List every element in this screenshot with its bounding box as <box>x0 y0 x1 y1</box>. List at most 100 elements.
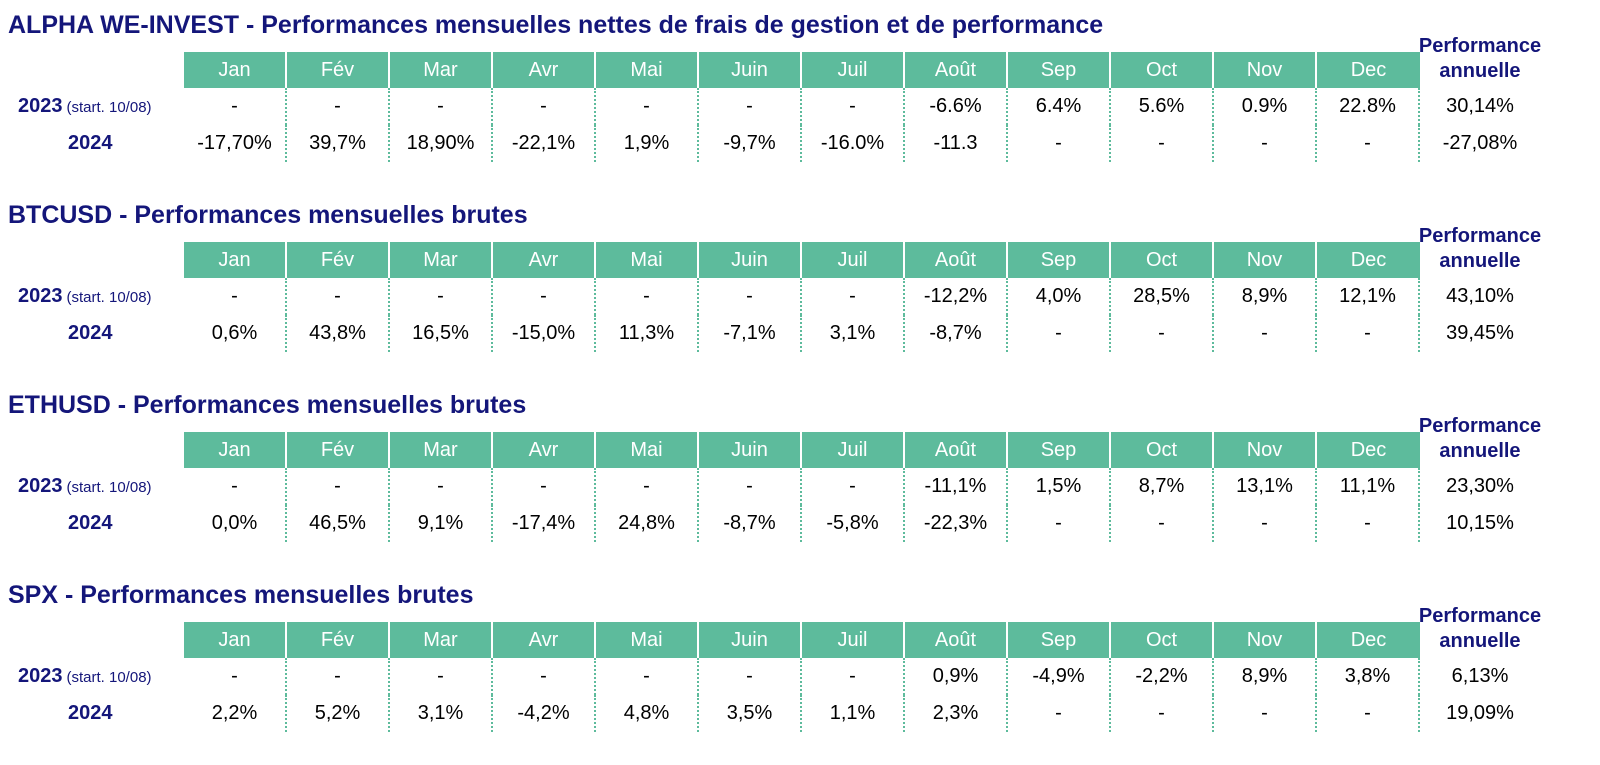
year-text: 2023 <box>18 285 63 307</box>
section-title: BTCUSD - Performances mensuelles brutes <box>8 201 528 229</box>
monthly-value-cell: 5,2% <box>287 695 390 732</box>
monthly-value-cell: -5,8% <box>802 505 905 542</box>
month-header-cell: Jan <box>184 52 287 88</box>
monthly-value-cell: -22,1% <box>493 125 596 162</box>
month-header-cell: Avr <box>493 52 596 88</box>
monthly-value-cell: 8,9% <box>1214 658 1317 695</box>
monthly-value-cell: 4,8% <box>596 695 699 732</box>
year-row: 2023 (start. 10/08) - - - - - - - -12,2% 4,0% 28,5%… <box>0 278 1600 315</box>
monthly-value-cell: - <box>1111 695 1214 732</box>
month-header-cell: Juin <box>699 432 802 468</box>
section-title: ALPHA WE-INVEST - Performances mensuelle… <box>8 11 1104 39</box>
month-header-cell: Juil <box>802 622 905 658</box>
month-header-cell: Juil <box>802 52 905 88</box>
annual-performance-header: Performance annuelle <box>1400 604 1560 654</box>
monthly-values: - - - - - - - -6.6% 6.4% 5.6% 0.9% 22.8% <box>184 88 1420 125</box>
monthly-value-cell: - <box>802 278 905 315</box>
month-header-cell: Avr <box>493 242 596 278</box>
start-date-note: (start. 10/08) <box>66 669 152 686</box>
monthly-value-cell: -6.6% <box>905 88 1008 125</box>
monthly-values: - - - - - - - -11,1% 1,5% 8,7% 13,1% 11,1% <box>184 468 1420 505</box>
monthly-value-cell: - <box>802 468 905 505</box>
monthly-value-cell: -4,2% <box>493 695 596 732</box>
monthly-value-cell: - <box>287 278 390 315</box>
monthly-value-cell: 3,8% <box>1317 658 1420 695</box>
month-header-cell: Fév <box>287 432 390 468</box>
monthly-value-cell: 39,7% <box>287 125 390 162</box>
monthly-value-cell: -11.3 <box>905 125 1008 162</box>
year-row: 2024 0,6% 43,8% 16,5% -15,0% 11,3% -7,1% 3,1% -8… <box>0 315 1600 352</box>
month-header-cell: Oct <box>1111 52 1214 88</box>
annual-performance-value: 30,14% <box>1446 95 1514 117</box>
month-header-cell: Août <box>905 242 1008 278</box>
annual-performance-value: 23,30% <box>1446 475 1514 497</box>
month-header-cell: Mar <box>390 52 493 88</box>
annual-performance-header: Performance annuelle <box>1400 34 1560 84</box>
month-header-cell: Sep <box>1008 432 1111 468</box>
month-header-cell: Fév <box>287 242 390 278</box>
annual-performance-header-line: Performance <box>1418 415 1542 437</box>
monthly-value-cell: - <box>1008 315 1111 352</box>
annual-performance-header: Performance annuelle <box>1400 414 1560 464</box>
monthly-value-cell: 11,3% <box>596 315 699 352</box>
monthly-values: 2,2% 5,2% 3,1% -4,2% 4,8% 3,5% 1,1% 2,3% - - - - <box>184 695 1420 732</box>
month-header-cell: Août <box>905 622 1008 658</box>
start-date-note: (start. 10/08) <box>66 479 152 496</box>
annual-performance-value: 19,09% <box>1446 702 1514 724</box>
monthly-value-cell: 46,5% <box>287 505 390 542</box>
monthly-value-cell: - <box>1317 695 1420 732</box>
monthly-value-cell: - <box>802 88 905 125</box>
monthly-value-cell: -4,9% <box>1008 658 1111 695</box>
monthly-value-cell: 2,2% <box>184 695 287 732</box>
year-text: 2023 <box>18 475 63 497</box>
monthly-value-cell: - <box>699 278 802 315</box>
monthly-value-cell: 3,1% <box>390 695 493 732</box>
year-label: 2023 (start. 10/08) <box>0 278 184 315</box>
monthly-value-cell: - <box>1111 125 1214 162</box>
monthly-value-cell: - <box>287 468 390 505</box>
monthly-value-cell: 13,1% <box>1214 468 1317 505</box>
monthly-value-cell: - <box>802 658 905 695</box>
performance-section: ETHUSD - Performances mensuelles brutes P… <box>0 380 1600 560</box>
monthly-value-cell: - <box>1214 315 1317 352</box>
monthly-value-cell: - <box>596 278 699 315</box>
month-header-cell: Jan <box>184 432 287 468</box>
year-text: 2024 <box>68 512 113 534</box>
monthly-value-cell: -8,7% <box>699 505 802 542</box>
monthly-value-cell: - <box>596 468 699 505</box>
monthly-value-cell: - <box>1111 315 1214 352</box>
monthly-value-cell: 22.8% <box>1317 88 1420 125</box>
monthly-value-cell: - <box>1317 505 1420 542</box>
year-text: 2023 <box>18 665 63 687</box>
month-header-cell: Dec <box>1317 242 1420 278</box>
monthly-value-cell: -17,70% <box>184 125 287 162</box>
monthly-value-cell: - <box>287 658 390 695</box>
year-label: 2023 (start. 10/08) <box>0 88 184 125</box>
month-header-cell: Juil <box>802 242 905 278</box>
annual-performance-header-line: Performance <box>1418 35 1542 57</box>
month-header-cell: Mar <box>390 242 493 278</box>
month-header-cell: Sep <box>1008 242 1111 278</box>
month-header-cell: Jan <box>184 622 287 658</box>
monthly-value-cell: - <box>390 658 493 695</box>
monthly-value-cell: 24,8% <box>596 505 699 542</box>
annual-performance-header-line: annuelle <box>1439 250 1521 272</box>
monthly-value-cell: - <box>699 88 802 125</box>
monthly-value-cell: 2,3% <box>905 695 1008 732</box>
month-header-cell: Mar <box>390 622 493 658</box>
year-row: 2024 0,0% 46,5% 9,1% -17,4% 24,8% -8,7% -5,8% -2… <box>0 505 1600 542</box>
annual-performance-header-line: Performance <box>1418 225 1542 247</box>
monthly-value-cell: - <box>493 278 596 315</box>
monthly-value-cell: 0.9% <box>1214 88 1317 125</box>
monthly-value-cell: - <box>1214 505 1317 542</box>
monthly-value-cell: - <box>1008 125 1111 162</box>
month-header-cell: Sep <box>1008 52 1111 88</box>
annual-performance-value: 39,45% <box>1446 322 1514 344</box>
monthly-value-cell: - <box>1008 695 1111 732</box>
monthly-values: - - - - - - -0,9% -4,9% -2,2% 8,9% 3,8% <box>184 658 1420 695</box>
year-label: 2024 <box>0 125 184 162</box>
monthly-value-cell: - <box>1317 315 1420 352</box>
monthly-value-cell: 4,0% <box>1008 278 1111 315</box>
monthly-value-cell: - <box>493 658 596 695</box>
month-header-cell: Nov <box>1214 622 1317 658</box>
